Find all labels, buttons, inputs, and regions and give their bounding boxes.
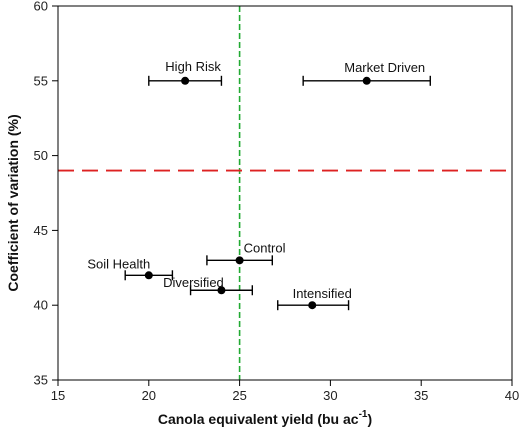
data-point: Intensified [277, 286, 352, 311]
data-point: Soil Health [87, 256, 174, 281]
reference-lines [58, 6, 512, 380]
point-marker [308, 301, 317, 310]
point-marker [144, 271, 153, 280]
x-tick-label: 25 [232, 388, 246, 403]
point-label: High Risk [165, 59, 221, 74]
y-axis-title: Coefficient of variation (%) [5, 114, 21, 291]
y-tick-label: 40 [34, 298, 48, 313]
data-point: Diversified [163, 275, 254, 296]
point-label: Market Driven [344, 60, 425, 75]
x-tick-label: 20 [142, 388, 156, 403]
data-point: Control [206, 240, 286, 266]
plot-frame [57, 5, 513, 381]
data-point: Market Driven [302, 60, 431, 86]
x-tick-label: 30 [323, 388, 337, 403]
x-axis-ticks: 15 20 25 30 35 40 [51, 380, 519, 403]
x-axis-title-close: ) [367, 411, 372, 427]
point-marker [235, 256, 244, 265]
data-points: High Risk Market Driven Control Soil Health… [87, 59, 431, 311]
point-marker [217, 286, 226, 295]
x-axis-title-superscript: -1 [359, 409, 368, 420]
x-tick-label: 15 [51, 388, 65, 403]
y-tick-label: 55 [34, 73, 48, 88]
point-label: Soil Health [87, 256, 150, 271]
y-tick-label: 60 [34, 0, 48, 14]
y-axis-ticks: 35 40 45 50 55 60 [34, 0, 58, 388]
x-tick-label: 35 [414, 388, 428, 403]
x-axis-title-main: Canola equivalent yield (bu ac [158, 411, 359, 427]
y-tick-label: 45 [34, 223, 48, 238]
y-tick-label: 50 [34, 148, 48, 163]
point-label: Intensified [293, 286, 352, 301]
point-label: Diversified [163, 275, 224, 290]
x-axis-title: Canola equivalent yield (bu ac-1) [158, 409, 372, 427]
data-point: High Risk [148, 59, 223, 86]
point-marker [362, 76, 371, 85]
point-label: Control [244, 240, 286, 255]
point-marker [181, 76, 190, 85]
y-tick-label: 35 [34, 373, 48, 388]
x-tick-label: 40 [505, 388, 519, 403]
